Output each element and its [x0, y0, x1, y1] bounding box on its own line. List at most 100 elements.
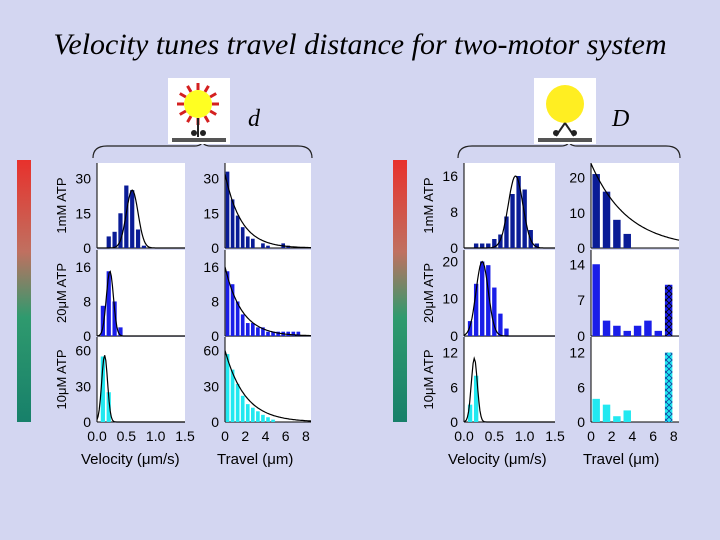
histogram-bar [261, 327, 265, 336]
fit-curve [590, 163, 680, 241]
motor-arm [179, 92, 187, 99]
y-tick-label: 8 [450, 204, 458, 220]
histogram-bar [486, 243, 491, 248]
histogram-bar [602, 404, 611, 422]
plot-area [97, 337, 185, 422]
histogram-velocity: 0 30 60 [75, 337, 185, 430]
histogram-bar [118, 213, 123, 248]
fit-curve [224, 266, 311, 337]
histogram-bar [266, 331, 270, 336]
plot-area [464, 163, 555, 248]
histogram-bar [261, 414, 265, 422]
y-tick-label: 10 [442, 291, 458, 307]
velocity-tick-label: 1.5 [545, 428, 565, 444]
velocity-tick-label: 1.5 [175, 428, 195, 444]
y-tick-label: 16 [442, 168, 458, 184]
row-label: 1mM ATP [421, 177, 436, 233]
motor-arm [186, 85, 193, 93]
bead-circle [184, 90, 212, 118]
fit-curve [96, 355, 185, 423]
histogram-bar [623, 410, 631, 422]
plot-area [464, 250, 555, 336]
histogram-velocity: 0 8 16 [75, 250, 185, 344]
histogram-bar [480, 261, 485, 336]
histogram-bar [251, 407, 255, 422]
histogram-bar [240, 227, 245, 248]
travel-tick-label: 6 [282, 428, 290, 444]
histogram-bar [623, 330, 631, 336]
y-tick-label: 10 [569, 205, 585, 221]
fit-curve [463, 356, 555, 423]
histogram-bar [235, 301, 240, 336]
y-tick-label: 8 [83, 293, 91, 309]
histogram-velocity: 0 10 20 [442, 250, 555, 344]
histogram-velocity: 0 15 30 [75, 163, 185, 256]
histogram-bar [296, 331, 301, 336]
travel-tick-label: 8 [670, 428, 678, 444]
motor-arm [209, 109, 217, 116]
histogram-bar [240, 314, 245, 336]
motor-arm [179, 109, 187, 116]
bead-with-many-motors-icon [168, 78, 230, 144]
velocity-tick-label: 0.0 [87, 428, 107, 444]
fit-curve [224, 173, 311, 249]
y-tick-label: 0 [450, 414, 458, 430]
y-tick-label: 16 [75, 259, 91, 275]
histogram-bar [467, 404, 473, 422]
motor-arm [186, 115, 193, 123]
histogram-bar [522, 189, 527, 248]
histogram-bar [473, 243, 479, 248]
velocity-tick-label: 1.0 [515, 428, 535, 444]
histogram-travel: 0 15 30 [203, 163, 311, 256]
histogram-bar [664, 352, 673, 422]
y-tick-label: 0 [83, 414, 91, 430]
histogram-bar [498, 234, 503, 248]
y-tick-label: 8 [211, 293, 219, 309]
motor-head [571, 130, 577, 136]
plot-area [97, 250, 185, 336]
y-tick-label: 0 [211, 240, 219, 256]
y-tick-label: 0 [83, 240, 91, 256]
motor-head [191, 130, 197, 136]
histogram-bar [106, 392, 111, 422]
travel-tick-label: 8 [302, 428, 310, 444]
histogram-bar [492, 287, 497, 336]
histogram-travel: 0 7 14 [569, 250, 679, 344]
xlabel-velocity: Velocity (μm/s) [81, 451, 180, 468]
histogram-bar [623, 233, 631, 248]
histogram-bar [504, 328, 509, 336]
histogram-bar [480, 243, 485, 248]
travel-tick-label: 4 [629, 428, 637, 444]
histogram-bar [230, 369, 235, 422]
histogram-bar [256, 327, 260, 336]
track-line [538, 138, 592, 142]
panel-large-bead: D 1mM ATP 20μM ATP 10μM ATP Velocity (μm/s) T… [393, 78, 681, 468]
histogram-bar [613, 325, 621, 336]
velocity-tick-label: 1.0 [146, 428, 166, 444]
y-tick-label: 0 [577, 328, 585, 344]
histogram-travel: 0 6 12 [569, 337, 679, 430]
panel-small-bead: d 1mM ATP 20μM ATP 10μM ATP Velocity (μm/s) T… [17, 78, 313, 468]
histogram-bar [534, 243, 539, 248]
y-tick-label: 0 [450, 240, 458, 256]
histogram-bar [602, 320, 611, 336]
histogram-bar [644, 320, 652, 336]
panel-letter: D [611, 106, 629, 132]
bead-circle [546, 85, 584, 123]
y-tick-label: 14 [569, 256, 585, 272]
motor-arm [203, 85, 210, 93]
y-tick-label: 30 [75, 171, 91, 187]
histogram-bar [106, 271, 111, 336]
y-tick-label: 30 [75, 378, 91, 394]
histogram-velocity: 0 6 12 [442, 337, 555, 430]
histogram-bar [473, 283, 479, 336]
travel-tick-label: 2 [608, 428, 616, 444]
histogram-bar [251, 238, 255, 248]
y-tick-label: 60 [75, 343, 91, 359]
histogram-bar [654, 330, 663, 336]
y-tick-label: 30 [203, 171, 219, 187]
histogram-bar [225, 354, 230, 422]
y-tick-label: 12 [442, 345, 458, 361]
histogram-velocity: 0 8 16 [442, 163, 555, 256]
histogram-bar [271, 419, 275, 422]
